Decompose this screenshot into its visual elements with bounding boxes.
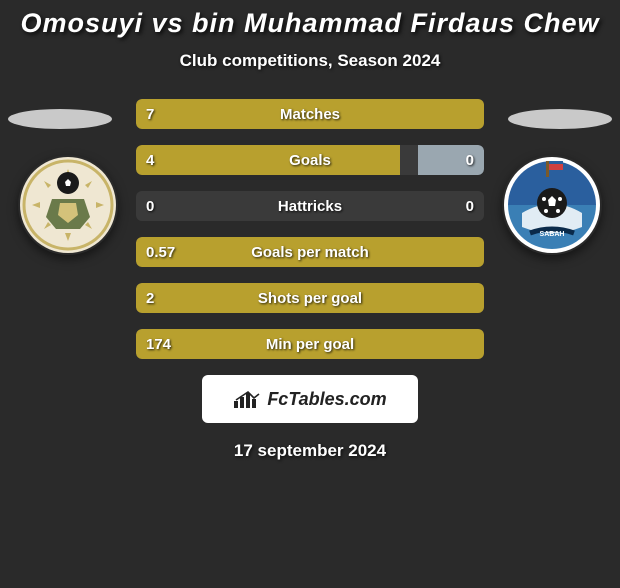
comparison-stage: SABAH 7Matches 40Goals 00Hattricks 0.57Goal… [0, 99, 620, 359]
platform-right [508, 109, 612, 129]
bars-icon [233, 389, 261, 409]
subtitle: Club competitions, Season 2024 [0, 51, 620, 71]
stat-row: 00Hattricks [136, 191, 484, 221]
page-title: Omosuyi vs bin Muhammad Firdaus Chew [0, 8, 620, 39]
crest-left-icon [18, 155, 118, 255]
stat-row: 174Min per goal [136, 329, 484, 359]
stat-metric-label: Goals per match [136, 237, 484, 267]
stat-metric-label: Matches [136, 99, 484, 129]
date-text: 17 september 2024 [0, 441, 620, 461]
platform-left [8, 109, 112, 129]
stat-metric-label: Hattricks [136, 191, 484, 221]
stat-metric-label: Min per goal [136, 329, 484, 359]
source-badge: FcTables.com [202, 375, 418, 423]
crest-right-icon: SABAH [502, 155, 602, 255]
source-badge-text: FcTables.com [267, 389, 386, 410]
stat-row: 2Shots per goal [136, 283, 484, 313]
svg-text:SABAH: SABAH [540, 231, 565, 238]
stat-row: 7Matches [136, 99, 484, 129]
team-crest-left [18, 155, 118, 255]
team-crest-right: SABAH [502, 155, 602, 255]
stat-row: 40Goals [136, 145, 484, 175]
stat-row: 0.57Goals per match [136, 237, 484, 267]
stat-bars: 7Matches 40Goals 00Hattricks 0.57Goals per … [136, 99, 484, 359]
stat-metric-label: Shots per goal [136, 283, 484, 313]
stat-metric-label: Goals [136, 145, 484, 175]
